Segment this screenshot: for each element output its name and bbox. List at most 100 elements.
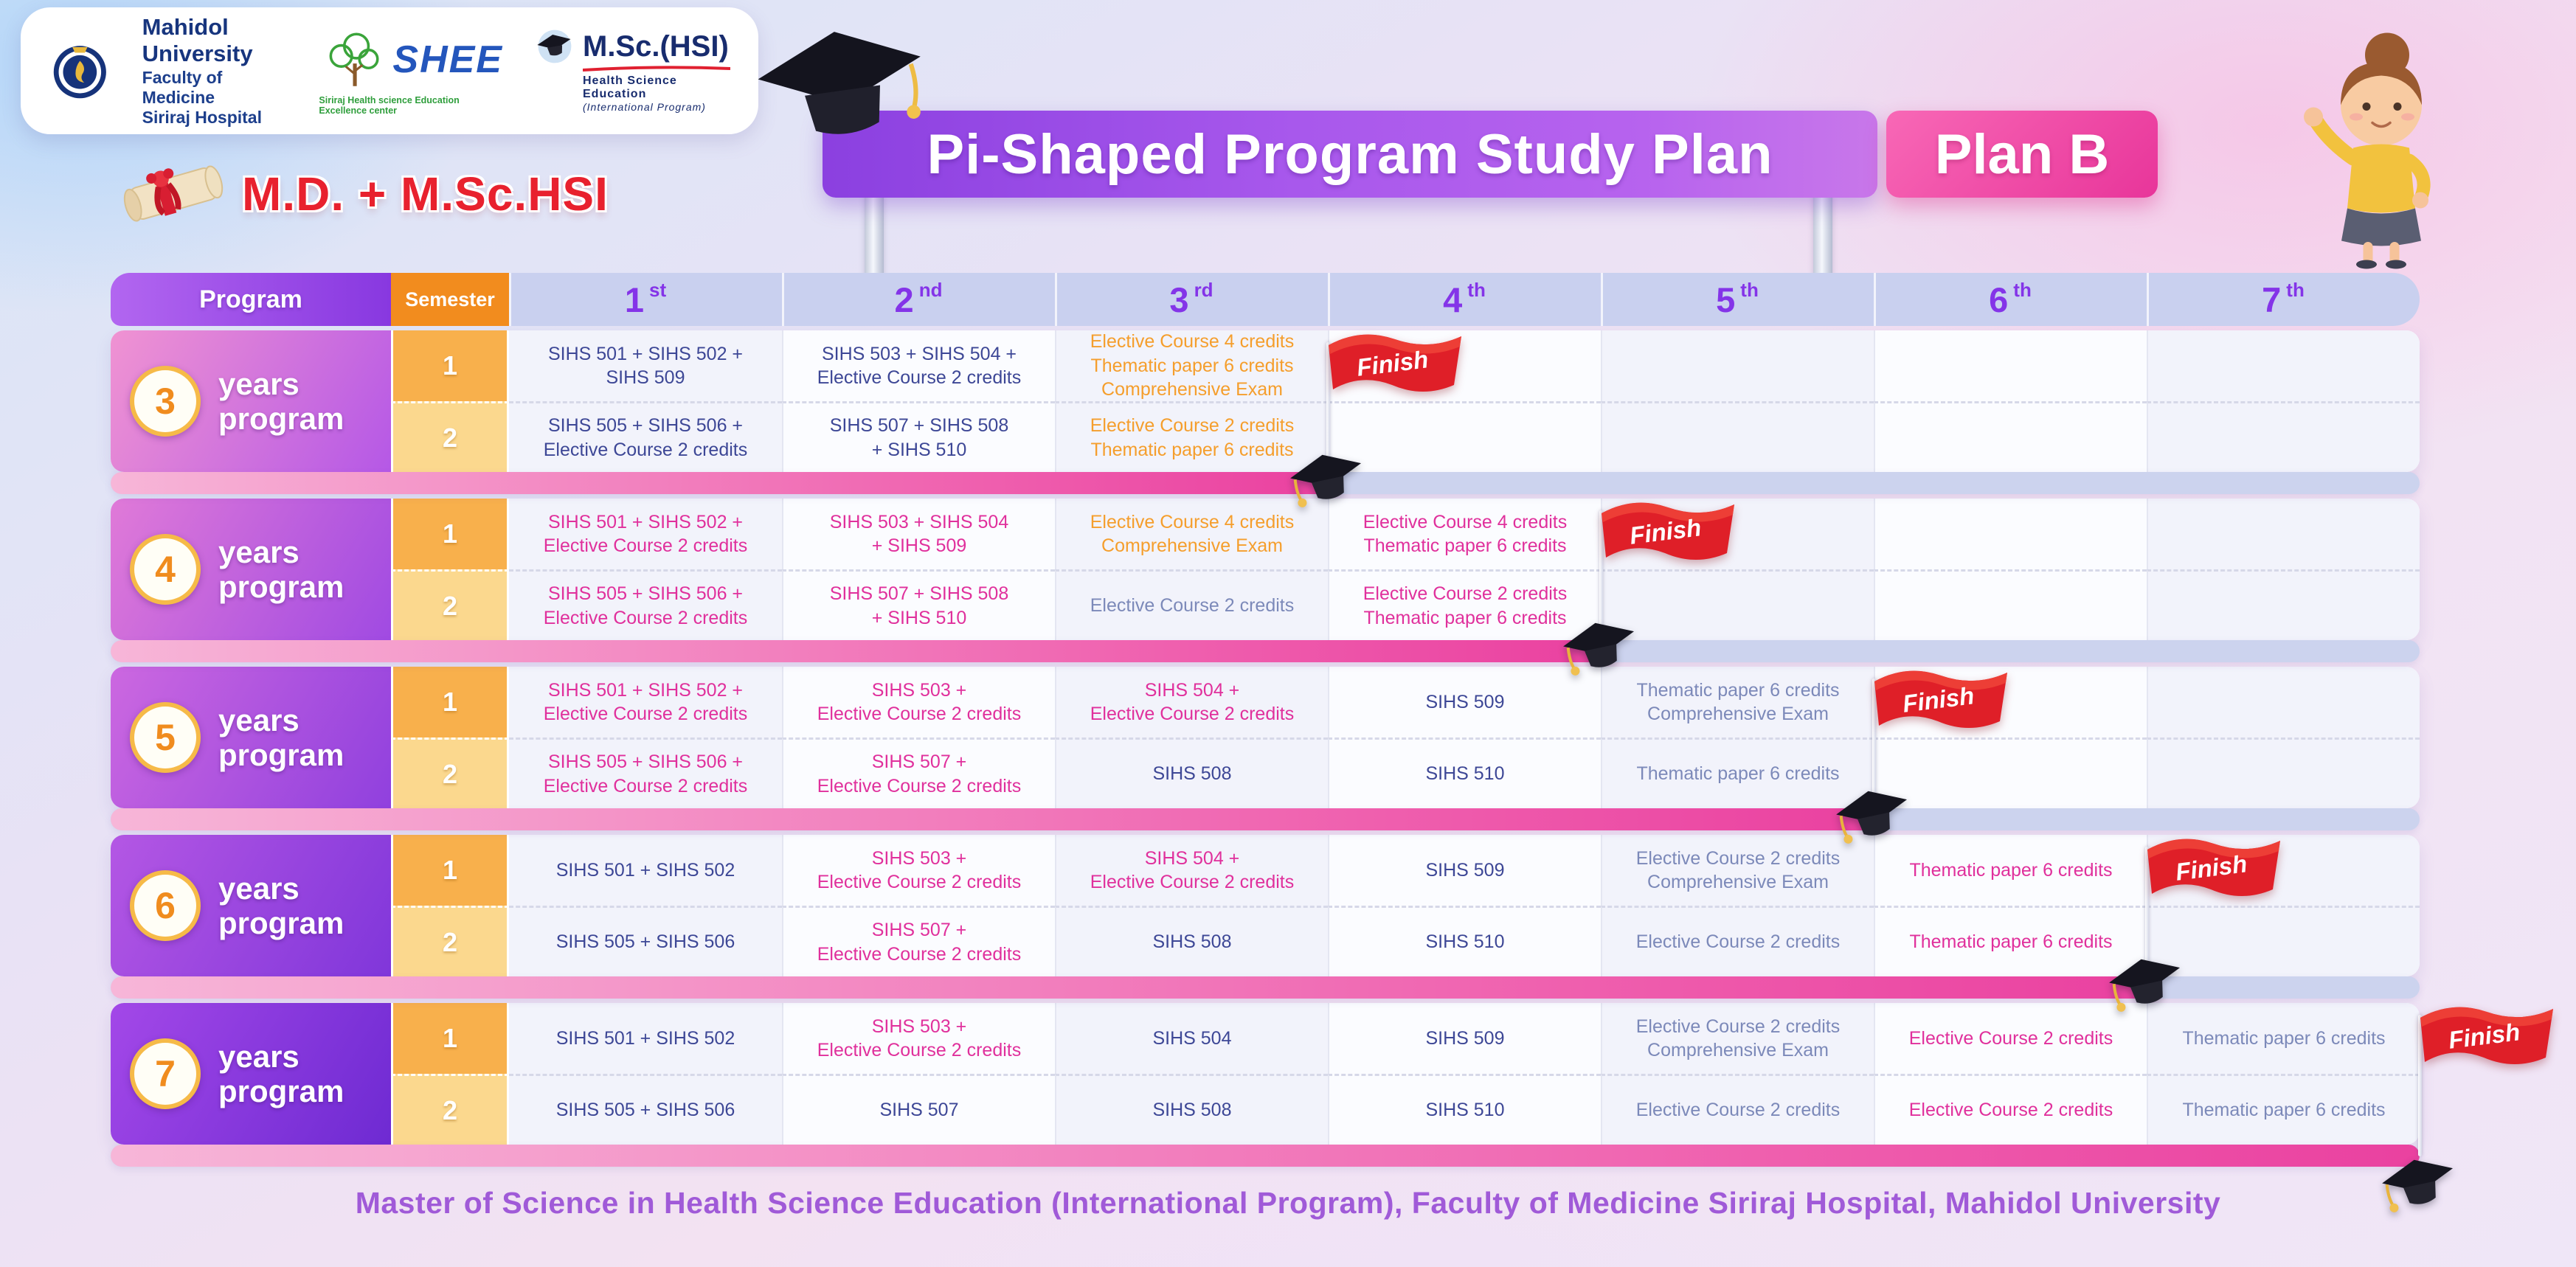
course-text-line: Thematic paper 6 credits bbox=[1636, 679, 1840, 701]
course-cell: Elective Course 2 credits Thematic paper … bbox=[1328, 569, 1601, 640]
program-label-line: program bbox=[218, 906, 344, 940]
program-block-5-years: 5 years program 1 SIHS 501 + SIHS 502 + Elect… bbox=[111, 667, 2420, 808]
course-cell: SIHS 505 + SIHS 506 + Elective Course 2 c… bbox=[509, 569, 782, 640]
mahidol-hospital: Siriraj Hospital bbox=[142, 108, 262, 128]
timeline-progress bbox=[111, 976, 2147, 999]
timeline-bar bbox=[111, 976, 2420, 999]
course-text-line: SIHS 507 + SIHS 508 bbox=[829, 583, 1009, 604]
program-years-badge: 7 bbox=[130, 1038, 201, 1109]
course-text-line: Elective Course 2 credits bbox=[1363, 583, 1568, 604]
course-text-line: Comprehensive Exam bbox=[1101, 379, 1283, 400]
course-text-line: Thematic paper 6 credits bbox=[1636, 763, 1840, 785]
mschsi-logo: M.Sc.(HSI) Health Science Education (Int… bbox=[534, 29, 730, 113]
course-cell: SIHS 501 + SIHS 502 + Elective Course 2 c… bbox=[509, 499, 782, 569]
program-label-line: years bbox=[218, 870, 300, 906]
course-text-line: Elective Course 2 credits bbox=[543, 607, 748, 628]
course-cell bbox=[1874, 499, 2147, 569]
course-cell: SIHS 504 + Elective Course 2 credits bbox=[1055, 835, 1328, 906]
course-cell bbox=[1874, 330, 2147, 401]
program-label-text: years program bbox=[218, 535, 344, 604]
course-cell: SIHS 505 + SIHS 506 + Elective Course 2 c… bbox=[509, 401, 782, 472]
course-text-line: Elective Course 2 credits bbox=[1908, 1100, 2113, 1121]
course-text-line: SIHS 504 + bbox=[1144, 679, 1240, 701]
course-text-line: SIHS 501 + SIHS 502 bbox=[555, 1027, 735, 1049]
program-label-line: years bbox=[218, 1038, 300, 1074]
course-cell bbox=[1874, 667, 2147, 737]
course-text-line: SIHS 503 + SIHS 504 bbox=[829, 511, 1009, 532]
semester-number-cell: 2 bbox=[391, 569, 509, 640]
course-cell bbox=[2147, 569, 2420, 640]
course-cell: SIHS 503 + Elective Course 2 credits bbox=[782, 835, 1055, 906]
course-cell: SIHS 503 + Elective Course 2 credits bbox=[782, 667, 1055, 737]
mschsi-line3: (International Program) bbox=[583, 101, 706, 113]
shee-logo: SHEE Siriraj Health science Education Ex… bbox=[319, 26, 503, 116]
program-block-3-years: 3 years program 1 SIHS 501 + SIHS 502 + SIHS … bbox=[111, 330, 2420, 472]
course-text-line: Elective Course 2 credits bbox=[817, 367, 1022, 388]
program-years-badge: 4 bbox=[130, 534, 201, 605]
course-text-line: SIHS 503 + bbox=[871, 679, 967, 701]
course-cell: SIHS 509 bbox=[1328, 667, 1601, 737]
degree-heading: M.D. + M.Sc.HSI bbox=[118, 147, 609, 240]
course-cell: SIHS 507 + SIHS 508 + SIHS 510 bbox=[782, 401, 1055, 472]
course-text-line: Elective Course 4 credits bbox=[1363, 511, 1568, 532]
course-text-line: Elective Course 2 credits bbox=[1908, 1027, 2113, 1049]
program-years-badge: 6 bbox=[130, 870, 201, 941]
course-cell bbox=[1874, 401, 2147, 472]
course-cell bbox=[1601, 569, 1874, 640]
course-text-line: SIHS 509 bbox=[1425, 1027, 1505, 1049]
course-cell: Elective Course 2 credits bbox=[1601, 906, 1874, 976]
shee-tree-icon bbox=[329, 32, 379, 86]
program-label-line: program bbox=[218, 401, 344, 436]
program-label-line: years bbox=[218, 366, 300, 401]
program-label: 7 years program bbox=[111, 1003, 391, 1145]
course-text-line: Thematic paper 6 credits bbox=[1363, 607, 1567, 628]
course-text-line: SIHS 510 bbox=[1425, 1100, 1505, 1121]
program-years-badge: 5 bbox=[130, 702, 201, 773]
course-text-line: Elective Course 2 credits bbox=[1090, 872, 1295, 892]
program-label-line: years bbox=[218, 534, 300, 569]
course-cell bbox=[1328, 401, 1601, 472]
course-cell bbox=[2147, 330, 2420, 401]
program-label-line: program bbox=[218, 569, 344, 604]
timeline-progress bbox=[111, 1145, 2420, 1167]
course-text-line: Elective Course 2 credits bbox=[543, 704, 748, 724]
course-text-line: Thematic paper 6 credits bbox=[1090, 355, 1294, 376]
course-cell bbox=[1874, 737, 2147, 808]
course-text-line: SIHS 507 + bbox=[871, 751, 967, 772]
course-cell: SIHS 507 + Elective Course 2 credits bbox=[782, 906, 1055, 976]
semester-number-cell: 2 bbox=[391, 401, 509, 472]
course-cell bbox=[1874, 569, 2147, 640]
course-text-line: Comprehensive Exam bbox=[1647, 1040, 1829, 1061]
course-text-line: Elective Course 2 credits bbox=[817, 872, 1022, 892]
timeline-progress bbox=[111, 640, 1601, 662]
program-years-badge: 3 bbox=[130, 366, 201, 437]
course-text-line: Elective Course 2 credits bbox=[543, 535, 748, 556]
mahidol-name: Mahidol University bbox=[142, 13, 253, 67]
program-block-7-years: 7 years program 1 SIHS 501 + SIHS 502 SIHS 50… bbox=[111, 1003, 2420, 1145]
course-text-line: Comprehensive Exam bbox=[1101, 535, 1283, 556]
course-text-line: Elective Course 2 credits bbox=[1635, 931, 1841, 953]
course-cell: Thematic paper 6 credits bbox=[1601, 737, 1874, 808]
course-text-line: Elective Course 4 credits bbox=[1090, 331, 1295, 353]
course-cell: Elective Course 2 credits bbox=[1874, 1074, 2147, 1145]
course-cell: SIHS 504 + Elective Course 2 credits bbox=[1055, 667, 1328, 737]
semester-number-cell: 1 bbox=[391, 330, 509, 401]
course-text-line: SIHS 505 + SIHS 506 + bbox=[547, 583, 744, 604]
course-text-line: SIHS 501 + SIHS 502 + bbox=[547, 343, 744, 364]
semester-column-header: Semester bbox=[391, 273, 509, 326]
banner-leg-left bbox=[865, 190, 884, 277]
semester-number-cell: 1 bbox=[391, 499, 509, 569]
program-block-4-years: 4 years program 1 SIHS 501 + SIHS 502 + Elect… bbox=[111, 499, 2420, 640]
course-cell bbox=[2147, 401, 2420, 472]
program-label: 6 years program bbox=[111, 835, 391, 976]
banner-title: Pi-Shaped Program Study Plan bbox=[927, 122, 1773, 186]
program-label-line: program bbox=[218, 1074, 344, 1108]
course-text-line: Thematic paper 6 credits bbox=[2182, 1027, 2386, 1049]
program-label-text: years program bbox=[218, 367, 344, 436]
course-text-line: SIHS 505 + SIHS 506 bbox=[555, 931, 735, 953]
course-text-line: SIHS 508 bbox=[1152, 763, 1232, 785]
course-cell: SIHS 508 bbox=[1055, 1074, 1328, 1145]
